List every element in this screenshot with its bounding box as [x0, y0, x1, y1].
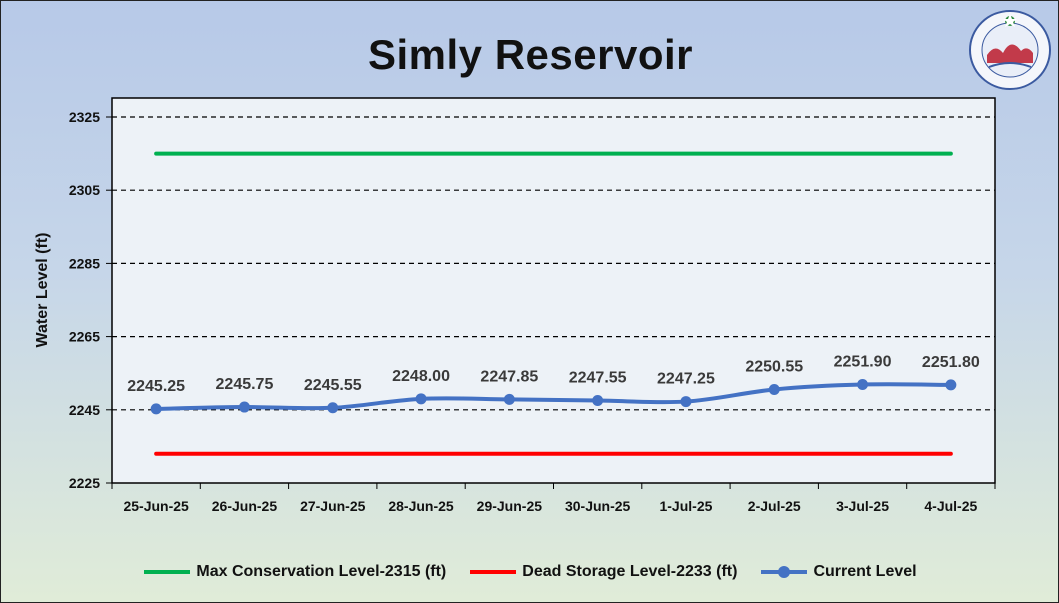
x-tick-label: 30-Jun-25 — [565, 498, 631, 514]
y-tick-label: 2245 — [69, 402, 100, 418]
data-label: 2245.25 — [127, 378, 185, 395]
data-label: 2248.00 — [392, 368, 450, 385]
y-axis-label: Water Level (ft) — [34, 233, 51, 348]
legend-label: Current Level — [813, 563, 917, 580]
data-labels: 2245.25 2245.75 2245.55 2248.00 2247.85 2247.… — [127, 354, 980, 395]
plot-background — [111, 97, 996, 484]
x-tick-label: 4-Jul-25 — [924, 498, 977, 514]
department-logo-icon — [969, 10, 1051, 90]
x-tick-label: 26-Jun-25 — [212, 498, 278, 514]
y-axis-ticks: 2225 2245 2265 2285 2305 2325 — [69, 109, 112, 491]
data-point — [768, 383, 780, 395]
data-point — [945, 379, 957, 391]
data-point — [592, 394, 604, 406]
x-tick-label: 25-Jun-25 — [123, 498, 189, 514]
chart-title: Simly Reservoir — [367, 31, 693, 78]
data-point — [415, 393, 427, 405]
data-label: 2245.55 — [304, 377, 362, 394]
data-label: 2250.55 — [745, 358, 803, 375]
x-tick-label: 3-Jul-25 — [836, 498, 889, 514]
gridlines — [112, 116, 995, 411]
data-label: 2251.80 — [922, 354, 980, 371]
data-point — [238, 401, 250, 413]
y-tick-label: 2305 — [69, 182, 100, 198]
data-point — [503, 393, 515, 405]
data-point — [857, 379, 869, 391]
x-tick-label: 29-Jun-25 — [477, 498, 543, 514]
legend: Max Conservation Level-2315 (ft) Dead Sto… — [1, 562, 1058, 582]
data-label: 2247.55 — [569, 369, 627, 386]
y-tick-label: 2225 — [69, 475, 100, 491]
legend-label: Dead Storage Level-2233 (ft) — [522, 563, 738, 580]
x-tick-label: 2-Jul-25 — [748, 498, 801, 514]
legend-item: Max Conservation Level-2315 (ft) — [144, 562, 446, 582]
legend-item: Current Level — [761, 562, 917, 582]
x-tick-label: 27-Jun-25 — [300, 498, 366, 514]
x-tick-label: 28-Jun-25 — [388, 498, 454, 514]
y-tick-label: 2285 — [69, 255, 100, 271]
legend-swatch — [470, 562, 517, 582]
legend-swatch — [144, 562, 191, 582]
legend-label: Max Conservation Level-2315 (ft) — [196, 563, 447, 580]
data-label: 2251.90 — [834, 354, 892, 371]
y-tick-label: 2325 — [69, 109, 100, 125]
series-lines — [154, 151, 953, 456]
data-label: 2247.85 — [480, 368, 538, 385]
legend-item: Dead Storage Level-2233 (ft) — [470, 562, 737, 582]
data-label: 2245.75 — [216, 376, 274, 393]
data-label: 2247.25 — [657, 371, 715, 388]
data-point — [680, 396, 692, 408]
data-point — [327, 402, 339, 414]
series-markers — [150, 379, 957, 415]
data-point — [150, 403, 162, 415]
legend-swatch — [761, 562, 808, 582]
x-axis-ticks: 25-Jun-25 26-Jun-25 27-Jun-25 28-Jun-25 29-J… — [111, 483, 996, 514]
series-line-2 — [154, 382, 953, 411]
y-tick-label: 2265 — [69, 329, 100, 345]
x-tick-label: 1-Jul-25 — [659, 498, 712, 514]
